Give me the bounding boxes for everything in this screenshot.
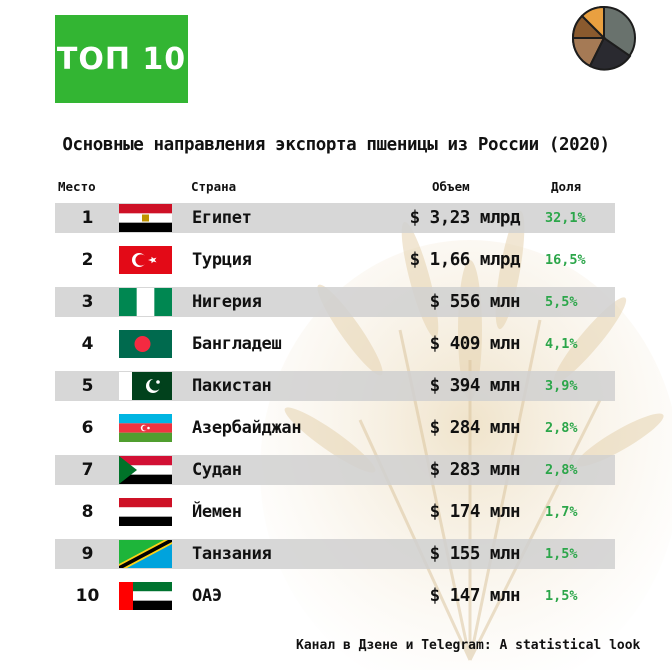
header-rank: Место (58, 179, 96, 194)
country-cell: Судан (192, 460, 242, 480)
share-cell: 16,5% (545, 252, 586, 268)
chart-title: Основные направления экспорта пшеницы из… (62, 135, 610, 155)
sudan-flag-icon (119, 456, 172, 484)
country-cell: ОАЭ (192, 586, 222, 606)
value-cell: $ 3,23 млрд (409, 208, 521, 228)
header-country: Страна (191, 179, 237, 194)
rank-cell: 5 (81, 376, 94, 396)
country-cell: Египет (192, 208, 252, 228)
country-cell: Бангладеш (192, 334, 282, 354)
value-cell: $ 155 млн (429, 544, 521, 564)
share-cell: 32,1% (545, 210, 586, 226)
value-cell: $ 409 млн (429, 334, 521, 354)
top-10-badge: ТОП 10 (55, 15, 188, 103)
table-row: 8 Йемен $ 174 млн 1,7% (55, 497, 615, 527)
rank-cell: 1 (81, 208, 94, 228)
table-row: 1 Египет $ 3,23 млрд 32,1% (55, 203, 615, 233)
table-row: 5 Пакистан $ 394 млн 3,9% (55, 371, 615, 401)
nigeria-flag-icon (119, 288, 172, 316)
turkey-flag-icon (119, 246, 172, 274)
value-cell: $ 174 млн (429, 502, 521, 522)
table-row: 9 Танзания $ 155 млн 1,5% (55, 539, 615, 569)
share-cell: 1,5% (545, 588, 578, 604)
value-cell: $ 394 млн (429, 376, 521, 396)
share-cell: 2,8% (545, 420, 578, 436)
uae-flag-icon (119, 582, 172, 610)
table-row: 10 ОАЭ $ 147 млн 1,5% (55, 581, 615, 611)
table-row: 3 Нигерия $ 556 млн 5,5% (55, 287, 615, 317)
country-cell: Азербайджан (192, 418, 302, 438)
share-cell: 5,5% (545, 294, 578, 310)
value-cell: $ 556 млн (429, 292, 521, 312)
table-row: 7 Судан $ 283 млн 2,8% (55, 455, 615, 485)
bangladesh-flag-icon (119, 330, 172, 358)
rank-cell: 6 (81, 418, 94, 438)
pie-logo-icon (571, 5, 636, 71)
rank-cell: 3 (81, 292, 94, 312)
azerbaijan-flag-icon (119, 414, 172, 442)
egypt-flag-icon (119, 204, 172, 232)
yemen-flag-icon (119, 498, 172, 526)
header-value: Объем (432, 179, 470, 194)
share-cell: 2,8% (545, 462, 578, 478)
share-cell: 1,5% (545, 546, 578, 562)
table-row: 2 Турция $ 1,66 млрд 16,5% (55, 245, 615, 275)
rank-cell: 4 (81, 334, 94, 354)
table-row: 4 Бангладеш $ 409 млн 4,1% (55, 329, 615, 359)
country-cell: Йемен (192, 502, 242, 522)
rank-cell: 10 (75, 586, 100, 606)
value-cell: $ 147 млн (429, 586, 521, 606)
rank-cell: 8 (81, 502, 94, 522)
share-cell: 3,9% (545, 378, 578, 394)
country-cell: Нигерия (192, 292, 262, 312)
country-cell: Танзания (192, 544, 272, 564)
table-row: 6 Азербайджан $ 284 млн 2,8% (55, 413, 615, 443)
country-cell: Турция (192, 250, 252, 270)
header-share: Доля (551, 179, 582, 194)
value-cell: $ 283 млн (429, 460, 521, 480)
pakistan-flag-icon (119, 372, 172, 400)
rank-cell: 2 (81, 250, 94, 270)
share-cell: 4,1% (545, 336, 578, 352)
share-cell: 1,7% (545, 504, 578, 520)
value-cell: $ 1,66 млрд (409, 250, 521, 270)
footer-credit: Канал в Дзене и Telegram: A statistical … (296, 638, 641, 653)
value-cell: $ 284 млн (429, 418, 521, 438)
rank-cell: 9 (81, 544, 94, 564)
country-cell: Пакистан (192, 376, 272, 396)
tanzania-flag-icon (119, 540, 172, 568)
rank-cell: 7 (81, 460, 94, 480)
